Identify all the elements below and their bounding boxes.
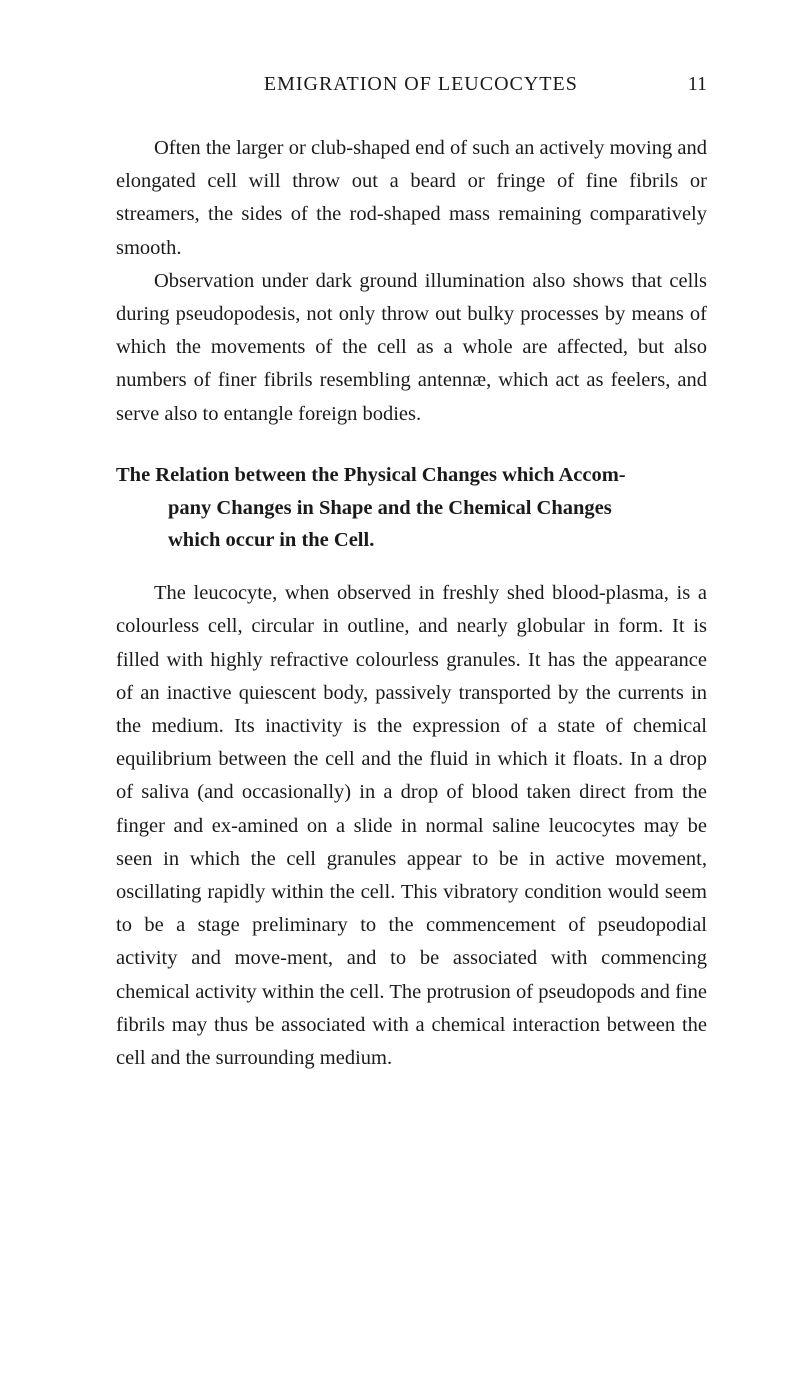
page-number: 11 xyxy=(688,73,707,96)
paragraph-2: Observation under dark ground illuminati… xyxy=(116,265,707,431)
paragraph-1: Often the larger or club-shaped end of s… xyxy=(116,132,707,265)
section-heading: The Relation between the Physical Change… xyxy=(116,459,707,557)
page: EMIGRATION OF LEUCOCYTES 11 Often the la… xyxy=(0,0,801,1389)
running-head: EMIGRATION OF LEUCOCYTES 11 xyxy=(116,73,707,96)
heading-line-1: The Relation between the Physical Change… xyxy=(116,459,707,492)
heading-line-3: which occur in the Cell. xyxy=(116,524,707,557)
heading-line-2: pany Changes in Shape and the Chemical C… xyxy=(116,492,707,525)
paragraph-3: The leucocyte, when observed in freshly … xyxy=(116,577,707,1075)
running-title: EMIGRATION OF LEUCOCYTES xyxy=(154,73,688,96)
